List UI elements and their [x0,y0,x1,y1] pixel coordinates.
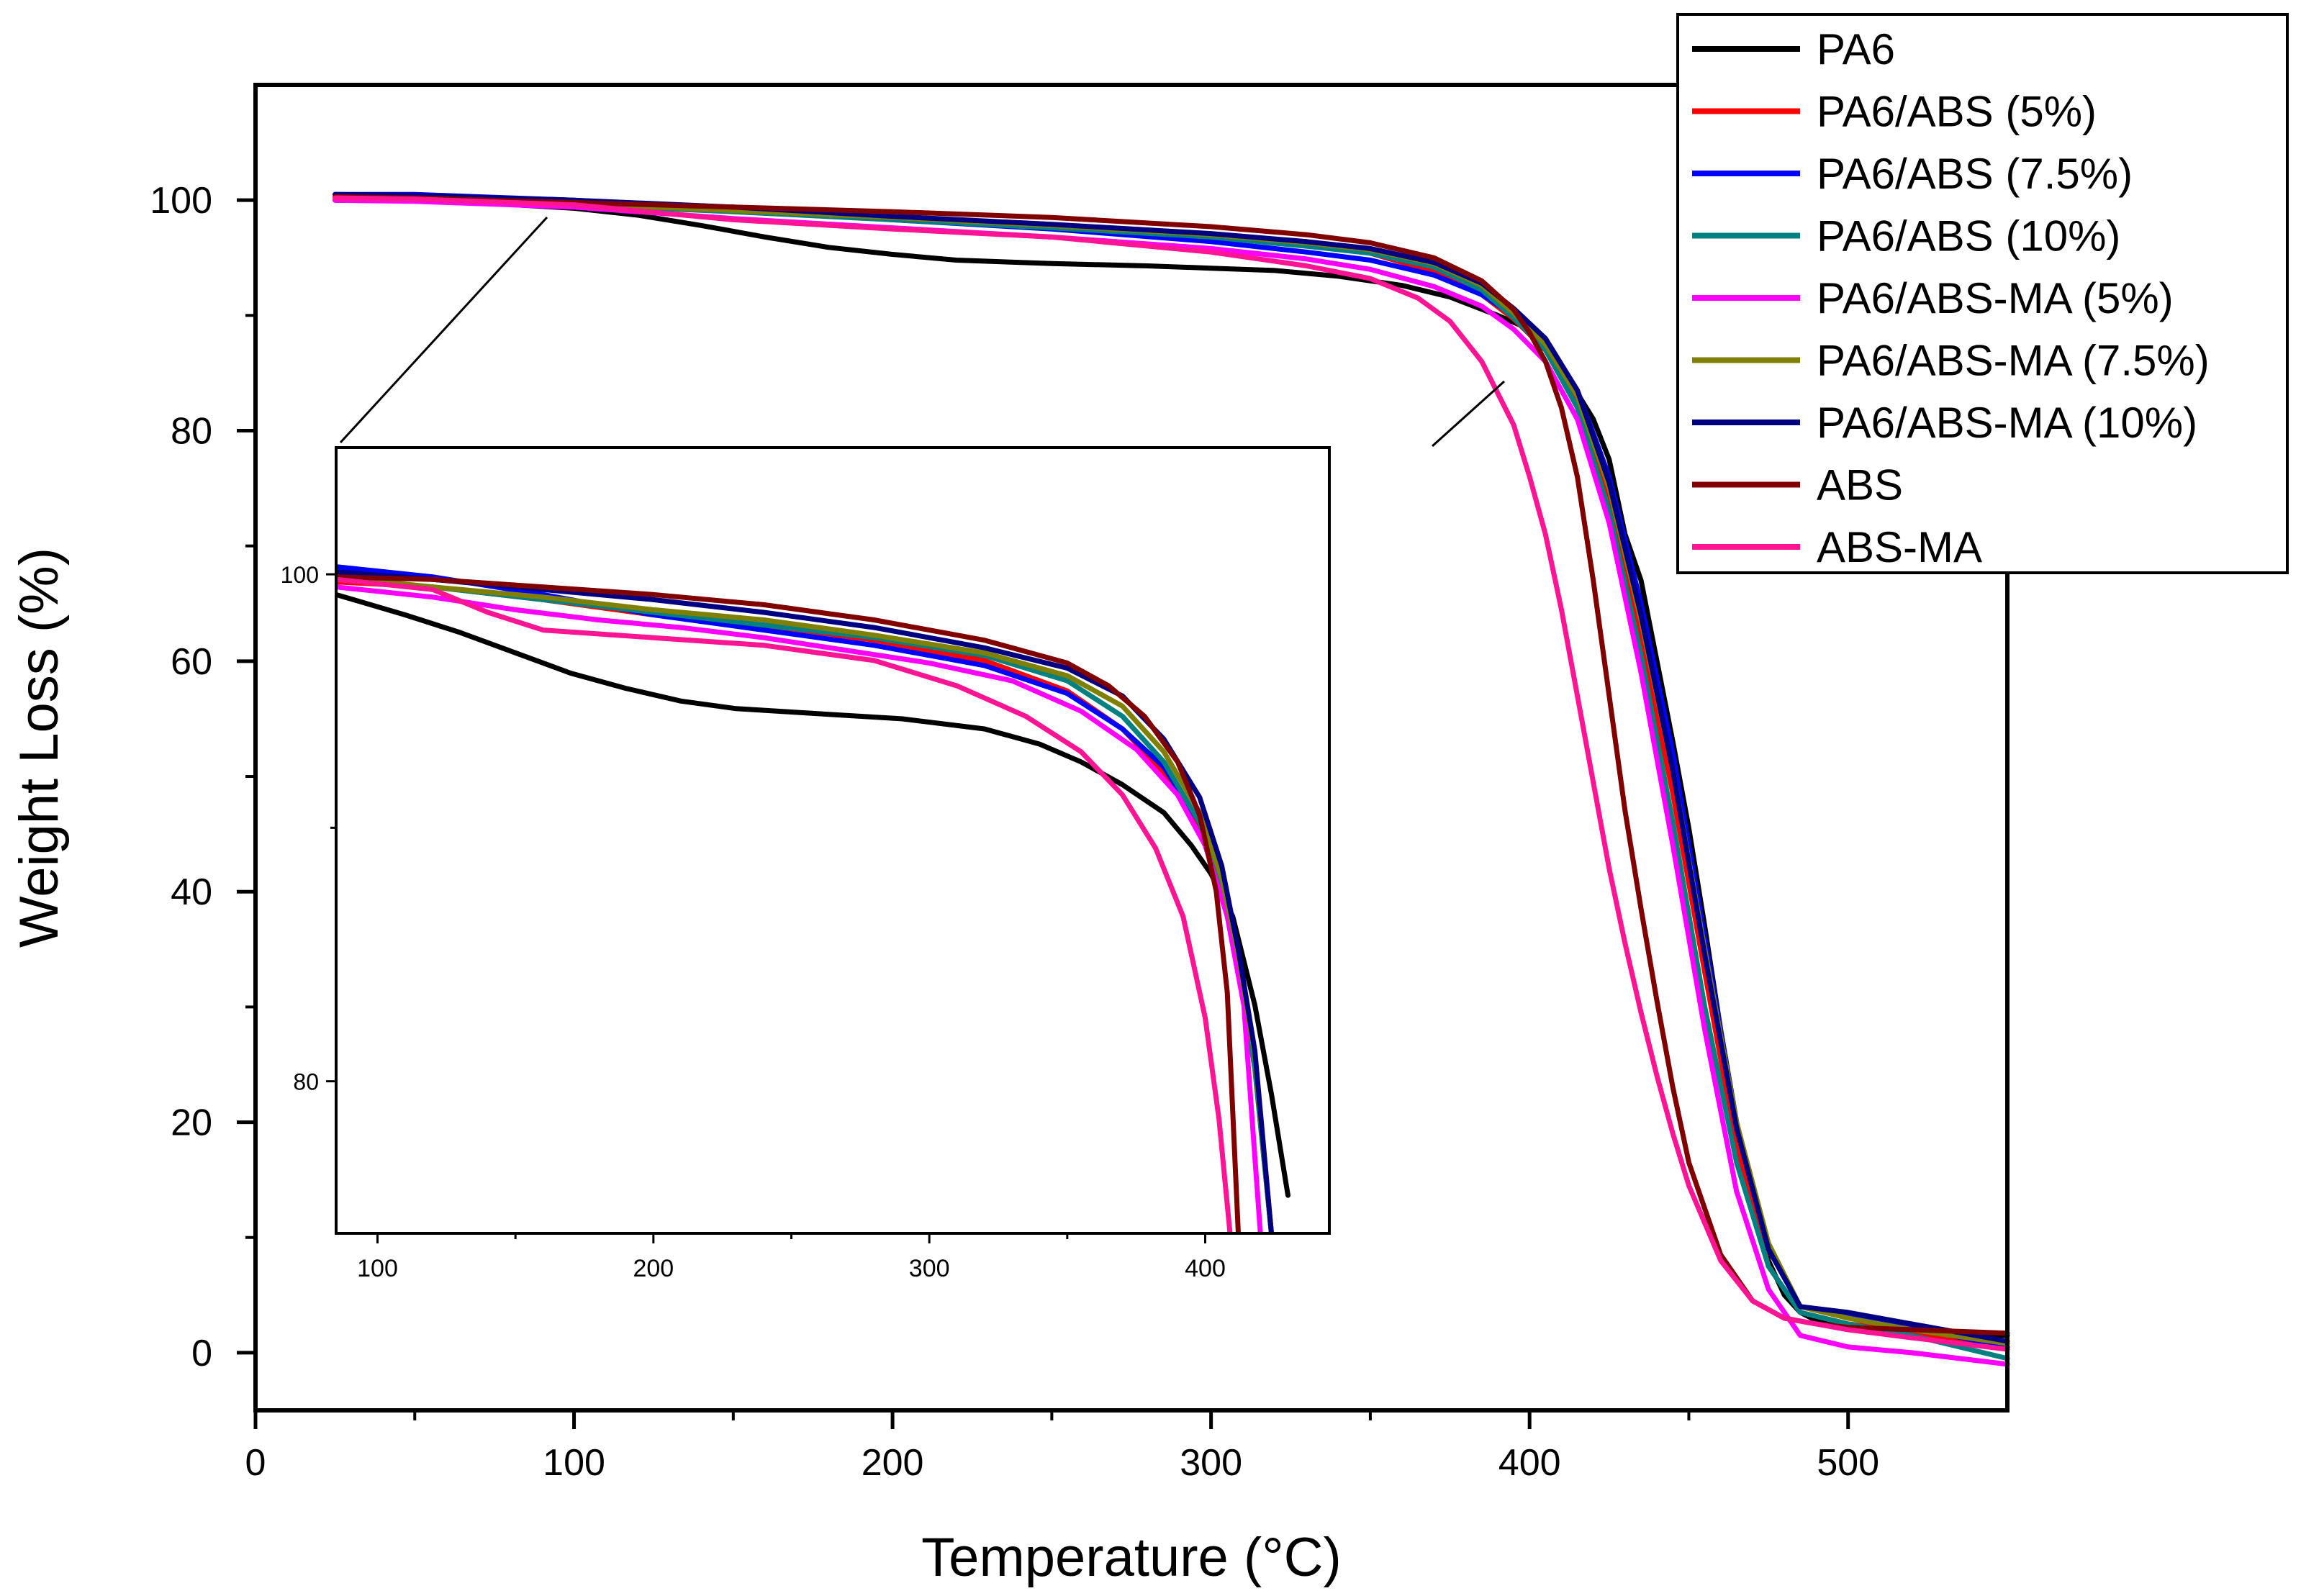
legend-label-pa6-abs-10: PA6/ABS (10%) [1817,212,2120,260]
inset-x-tick-label: 100 [357,1255,398,1282]
main-series-group [333,191,2010,1367]
legend: PA6 PA6/ABS (5%) PA6/ABS (7.5%) PA6/ABS (10… [1676,13,2289,574]
main-plot-frame [253,83,2010,1413]
inset-series-group [336,564,1290,1233]
main-x-ticks: 0 100 200 300 400 500 [245,1410,1879,1484]
inset-series-pa6-abs-ma-10 [336,569,1274,1233]
inset-x-tick-label: 300 [909,1255,950,1282]
x-tick-label: 100 [543,1442,605,1484]
x-tick-label: 300 [1180,1442,1242,1484]
inset-series-abs [336,574,1241,1233]
legend-label-pa6-abs-ma-5: PA6/ABS-MA (5%) [1817,274,2174,322]
inset-y-ticks: 80 100 [281,562,336,1095]
inset-series-abs-ma [336,576,1233,1233]
y-tick-label: 0 [191,1333,212,1374]
inset-y-tick-label: 80 [293,1069,319,1095]
legend-label-pa6: PA6 [1817,25,1895,73]
inset-connector-right [1431,380,1506,448]
main-series-pa6-abs-ma-10 [333,191,2010,1344]
inset-x-ticks: 100 200 300 400 [357,1233,1226,1282]
legend-label-abs: ABS [1817,461,1903,509]
y-axis-title: Weight Loss (%) [9,548,70,948]
main-y-ticks: 0 20 40 60 80 100 [150,180,256,1374]
inset-x-tick-label: 400 [1185,1255,1226,1282]
inset-plot: 100 200 300 400 80 100 [281,446,1331,1282]
y-tick-label: 40 [171,871,212,913]
y-tick-label: 100 [150,180,212,222]
y-tick-label: 20 [171,1102,212,1144]
inset-y-tick-label: 100 [281,562,319,588]
x-axis-title: Temperature (°C) [921,1527,1342,1588]
inset-background [336,448,1329,1233]
inset-plot-frame [335,446,1331,1235]
x-tick-label: 0 [245,1442,266,1484]
legend-label-pa6-abs-ma-7-5: PA6/ABS-MA (7.5%) [1817,337,2210,385]
x-tick-label: 400 [1498,1442,1561,1484]
inset-connector-left [339,216,548,444]
legend-label-pa6-abs-5: PA6/ABS (5%) [1817,88,2097,136]
legend-box [1676,13,2289,574]
legend-label-pa6-abs-ma-10: PA6/ABS-MA (10%) [1817,399,2197,447]
legend-label-abs-ma: ABS-MA [1817,523,1982,571]
y-tick-label: 60 [171,641,212,683]
x-tick-label: 500 [1817,1442,1879,1484]
main-series-abs-ma [333,195,2010,1352]
inset-x-tick-label: 200 [633,1255,674,1282]
x-tick-label: 200 [862,1442,924,1484]
legend-items: PA6 PA6/ABS (5%) PA6/ABS (7.5%) PA6/ABS (10… [1692,25,2210,571]
main-plot: 0 100 200 300 400 500 0 20 40 60 80 100 Temperatur… [9,83,2010,1588]
y-tick-label: 80 [171,411,212,453]
legend-label-pa6-abs-7-5: PA6/ABS (7.5%) [1817,150,2133,198]
